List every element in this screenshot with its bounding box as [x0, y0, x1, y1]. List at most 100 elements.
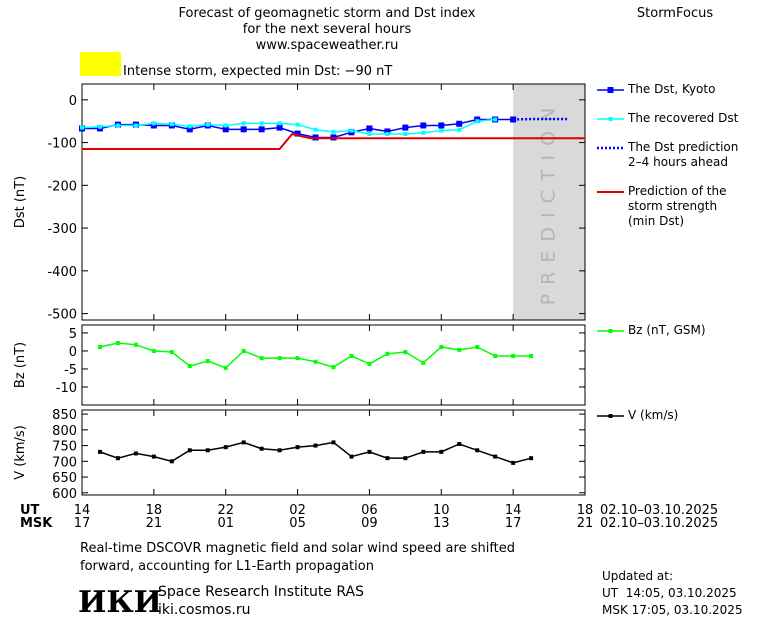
- point: [385, 351, 390, 356]
- point: [115, 341, 120, 346]
- y-tick-label: 850: [52, 408, 77, 423]
- brand: StormFocus: [637, 6, 713, 21]
- point: [133, 451, 138, 456]
- x-tick-label: 14: [74, 503, 91, 518]
- point: [456, 120, 463, 127]
- point: [421, 449, 426, 454]
- point: [205, 448, 210, 453]
- legend-marker: [608, 329, 613, 333]
- subtitle: for the next several hours: [243, 22, 412, 37]
- x-tick-label-msk: 13: [433, 516, 450, 531]
- point: [97, 449, 102, 454]
- point: [80, 125, 84, 130]
- legend-text: The Dst prediction 2–4 hours ahead: [628, 140, 739, 169]
- point: [475, 119, 480, 124]
- point: [151, 348, 156, 353]
- point: [223, 123, 228, 128]
- point: [349, 128, 354, 133]
- point: [240, 126, 247, 133]
- point: [457, 347, 462, 352]
- legend-text: V (km/s): [628, 408, 679, 422]
- point: [187, 448, 192, 453]
- point: [385, 132, 390, 137]
- point: [115, 123, 120, 128]
- point: [511, 353, 516, 358]
- plot-frame: [81, 83, 586, 321]
- prediction-zone: [513, 84, 585, 320]
- ut-dates: 02.10–03.10.2025: [600, 503, 718, 518]
- point: [367, 132, 372, 137]
- y-tick-label: -5: [64, 363, 77, 378]
- y-tick-label: -10: [56, 381, 77, 396]
- y-tick-label: -300: [47, 222, 77, 237]
- point: [150, 122, 157, 129]
- point: [241, 440, 246, 445]
- point: [277, 448, 282, 453]
- y-tick-label: -200: [47, 179, 77, 194]
- point: [277, 121, 282, 126]
- legend-text: The recovered Dst: [628, 111, 739, 125]
- point: [169, 350, 174, 355]
- note: Real-time DSCOVR magnetic field and sola…: [80, 541, 515, 556]
- point: [384, 128, 391, 135]
- point: [331, 365, 336, 370]
- point: [475, 344, 480, 349]
- point: [223, 365, 228, 370]
- ut-label: UT: [20, 503, 40, 518]
- point: [439, 449, 444, 454]
- y-tick-label: 0: [69, 345, 77, 360]
- legend-marker: [608, 414, 613, 418]
- point: [97, 124, 102, 129]
- point: [367, 361, 372, 366]
- x-tick-label: 10: [433, 503, 450, 518]
- y-tick-label: 650: [52, 471, 77, 486]
- point: [421, 360, 426, 365]
- point: [258, 126, 265, 133]
- point: [493, 117, 498, 122]
- point: [402, 124, 409, 131]
- point: [169, 459, 174, 464]
- point: [133, 342, 138, 347]
- point: [403, 350, 408, 355]
- series-line: [81, 118, 496, 135]
- point: [133, 123, 138, 128]
- point: [295, 356, 300, 361]
- point: [277, 356, 282, 361]
- point: [421, 130, 426, 135]
- updated-msk: MSK 17:05, 03.10.2025: [602, 603, 743, 617]
- x-tick-label-msk: 21: [146, 516, 163, 531]
- alert-swatch: [80, 52, 121, 76]
- legend-marker: [608, 117, 613, 121]
- point: [222, 126, 229, 133]
- y-tick-label: -500: [47, 308, 77, 323]
- point: [493, 454, 498, 459]
- point: [151, 121, 156, 126]
- point: [349, 454, 354, 459]
- point: [457, 127, 462, 132]
- point: [241, 121, 246, 126]
- point: [187, 364, 192, 369]
- x-tick-label: 18: [146, 503, 163, 518]
- point: [97, 344, 102, 349]
- prediction-label: PREDICTION: [538, 99, 560, 306]
- y-tick-label: -100: [47, 137, 77, 152]
- point: [438, 122, 445, 129]
- x-tick-label-msk: 01: [217, 516, 234, 531]
- x-tick-label: 18: [577, 503, 594, 518]
- point: [367, 449, 372, 454]
- point: [331, 440, 336, 445]
- point: [475, 448, 480, 453]
- point: [403, 132, 408, 137]
- point: [294, 130, 301, 137]
- y-axis-label: V (km/s): [13, 425, 28, 480]
- x-tick-label: 06: [361, 503, 378, 518]
- x-tick-label-msk: 17: [74, 516, 91, 531]
- x-tick-label-msk: 17: [505, 516, 522, 531]
- point: [403, 456, 408, 461]
- point: [313, 127, 318, 132]
- point: [439, 128, 444, 133]
- point: [349, 353, 354, 358]
- legend-text: Prediction of the storm strength (min Ds…: [628, 184, 727, 228]
- y-axis-label: Bz (nT): [13, 342, 28, 388]
